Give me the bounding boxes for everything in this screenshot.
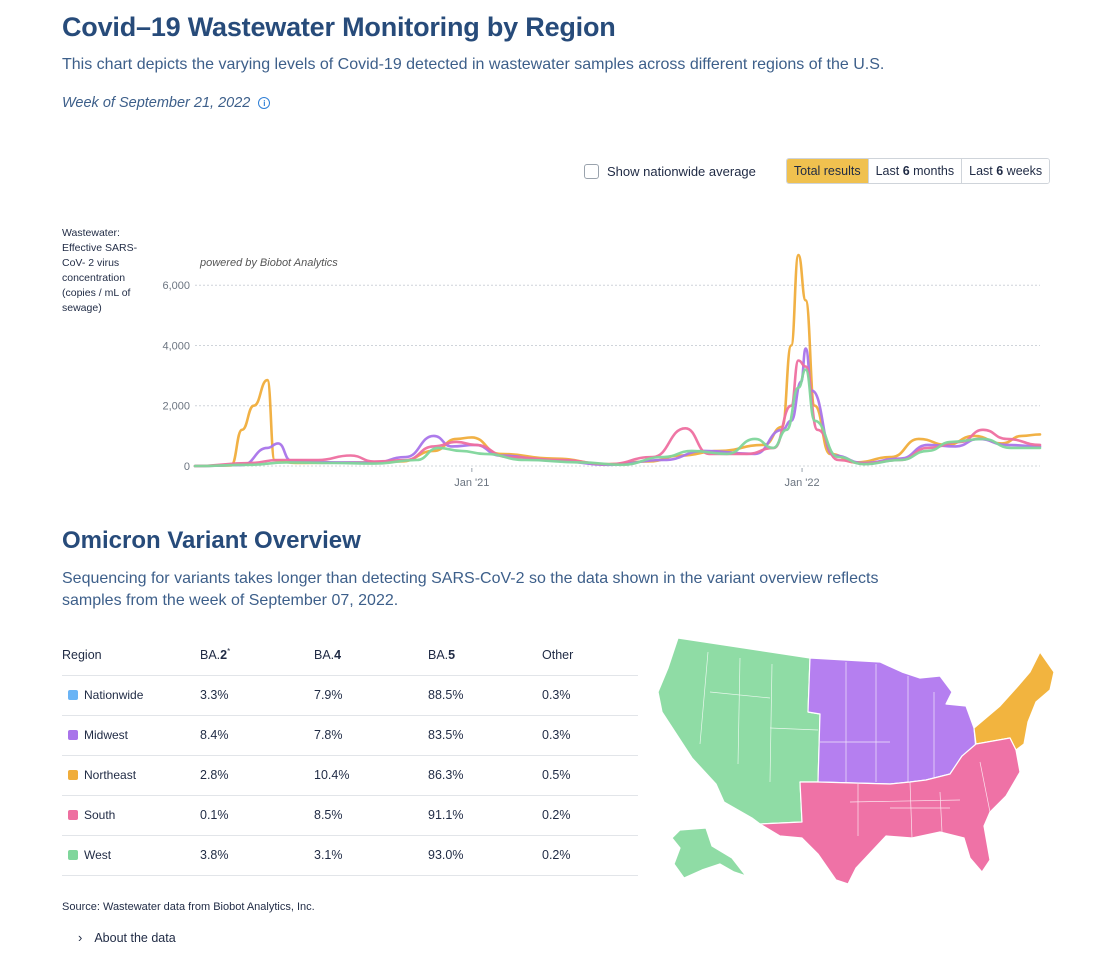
ba5-value: 83.5%	[428, 715, 542, 756]
y-tick-label: 0	[184, 461, 190, 473]
variant-table-header: Region BA.2* BA.4 BA.5 Other	[62, 635, 638, 676]
nationwide-average-toggle[interactable]: Show nationwide average	[584, 163, 756, 179]
series-line-0	[193, 253, 1042, 468]
ba2-value: 2.8%	[200, 755, 314, 796]
col-header-ba2: BA.2*	[200, 635, 314, 676]
ba4-value: 7.8%	[314, 715, 428, 756]
region-name: South	[84, 808, 116, 822]
chart-series	[193, 253, 1042, 468]
ba5-value: 93.0%	[428, 835, 542, 876]
col-header-ba5: BA.5	[428, 635, 542, 676]
about-the-data-toggle[interactable]: › About the data	[78, 930, 176, 945]
chart-watermark: powered by Biobot Analytics	[199, 257, 338, 269]
series-line-3	[193, 368, 1042, 468]
variant-section-title: Omicron Variant Overview	[62, 527, 361, 554]
chevron-right-icon: ›	[78, 930, 83, 945]
ba4-value: 8.5%	[314, 795, 428, 836]
info-icon[interactable]: i	[258, 97, 271, 109]
chart-grid	[195, 284, 1040, 467]
region-name: Nationwide	[84, 688, 144, 702]
legend-swatch	[68, 730, 78, 740]
page-title: Covid–19 Wastewater Monitoring by Region	[62, 12, 616, 42]
col-header-region: Region	[62, 635, 200, 676]
map-region-midwest	[807, 657, 977, 785]
other-value: 0.2%	[542, 795, 638, 836]
x-tick-label: Jan '22	[784, 477, 819, 489]
chart-y-axis-label: Wastewater: Effective SARS-CoV- 2 virus …	[62, 227, 138, 314]
nationwide-average-label: Show nationwide average	[607, 163, 756, 179]
ba2-value: 3.3%	[200, 675, 314, 716]
week-label-row: Week of September 21, 2022 i	[62, 95, 271, 111]
series-line-2	[193, 359, 1042, 468]
table-row: Midwest 8.4% 7.8% 83.5% 0.3%	[62, 715, 638, 756]
other-value: 0.3%	[542, 675, 638, 716]
legend-swatch	[68, 690, 78, 700]
range-button-6-months[interactable]: Last 6 months	[867, 159, 962, 183]
variant-table: Region BA.2* BA.4 BA.5 Other Nationwide …	[62, 635, 638, 876]
y-tick-label: 4,000	[162, 340, 190, 352]
map-region-northeast	[973, 651, 1055, 751]
series-line-1	[193, 347, 1042, 468]
ba4-value: 10.4%	[314, 755, 428, 796]
ba5-value: 91.1%	[428, 795, 542, 836]
table-row: Nationwide 3.3% 7.9% 88.5% 0.3%	[62, 675, 638, 716]
range-button-total[interactable]: Total results	[786, 159, 868, 183]
table-row: Northeast 2.8% 10.4% 86.3% 0.5%	[62, 755, 638, 796]
ba5-value: 88.5%	[428, 675, 542, 716]
ba5-value: 86.3%	[428, 755, 542, 796]
legend-swatch	[68, 850, 78, 860]
ba2-value: 0.1%	[200, 795, 314, 836]
data-source: Source: Wastewater data from Biobot Anal…	[62, 901, 315, 913]
ba4-value: 7.9%	[314, 675, 428, 716]
range-button-6-weeks[interactable]: Last 6 weeks	[961, 159, 1050, 183]
legend-swatch	[68, 770, 78, 780]
map-region-south	[759, 737, 1021, 885]
ba2-value: 3.8%	[200, 835, 314, 876]
region-name: Northeast	[84, 768, 137, 782]
chart-controls: Show nationwide average Total results La…	[584, 158, 1051, 184]
us-regions-map	[657, 637, 1055, 885]
other-value: 0.2%	[542, 835, 638, 876]
y-tick-label: 6,000	[162, 280, 190, 292]
legend-swatch	[68, 810, 78, 820]
region-name: Midwest	[84, 728, 129, 742]
wastewater-line-chart: 0 2,000 4,000 6,000 Jan '21 Jan '22 powered …	[162, 253, 1042, 489]
other-value: 0.3%	[542, 715, 638, 756]
week-label: Week of September 21, 2022	[62, 95, 251, 111]
col-header-other: Other	[542, 635, 638, 676]
ba2-value: 8.4%	[200, 715, 314, 756]
about-the-data-label: About the data	[94, 930, 176, 945]
page-subtitle: This chart depicts the varying levels of…	[62, 56, 885, 73]
map-region-west	[657, 637, 821, 825]
chart-y-ticks: 0 2,000 4,000 6,000	[162, 280, 190, 473]
other-value: 0.5%	[542, 755, 638, 796]
variant-section-description: Sequencing for variants takes longer tha…	[62, 570, 879, 609]
ba4-value: 3.1%	[314, 835, 428, 876]
table-row: West 3.8% 3.1% 93.0% 0.2%	[62, 835, 638, 876]
time-range-selector: Total results Last 6 months Last 6 weeks	[785, 158, 1051, 184]
region-name: West	[84, 848, 112, 862]
chart-x-ticks: Jan '21 Jan '22	[454, 468, 820, 489]
y-tick-label: 2,000	[162, 401, 190, 413]
nationwide-average-checkbox[interactable]	[584, 163, 599, 179]
col-header-ba4: BA.4	[314, 635, 428, 676]
table-row: South 0.1% 8.5% 91.1% 0.2%	[62, 795, 638, 836]
map-region-alaska	[671, 827, 747, 879]
x-tick-label: Jan '21	[454, 477, 489, 489]
